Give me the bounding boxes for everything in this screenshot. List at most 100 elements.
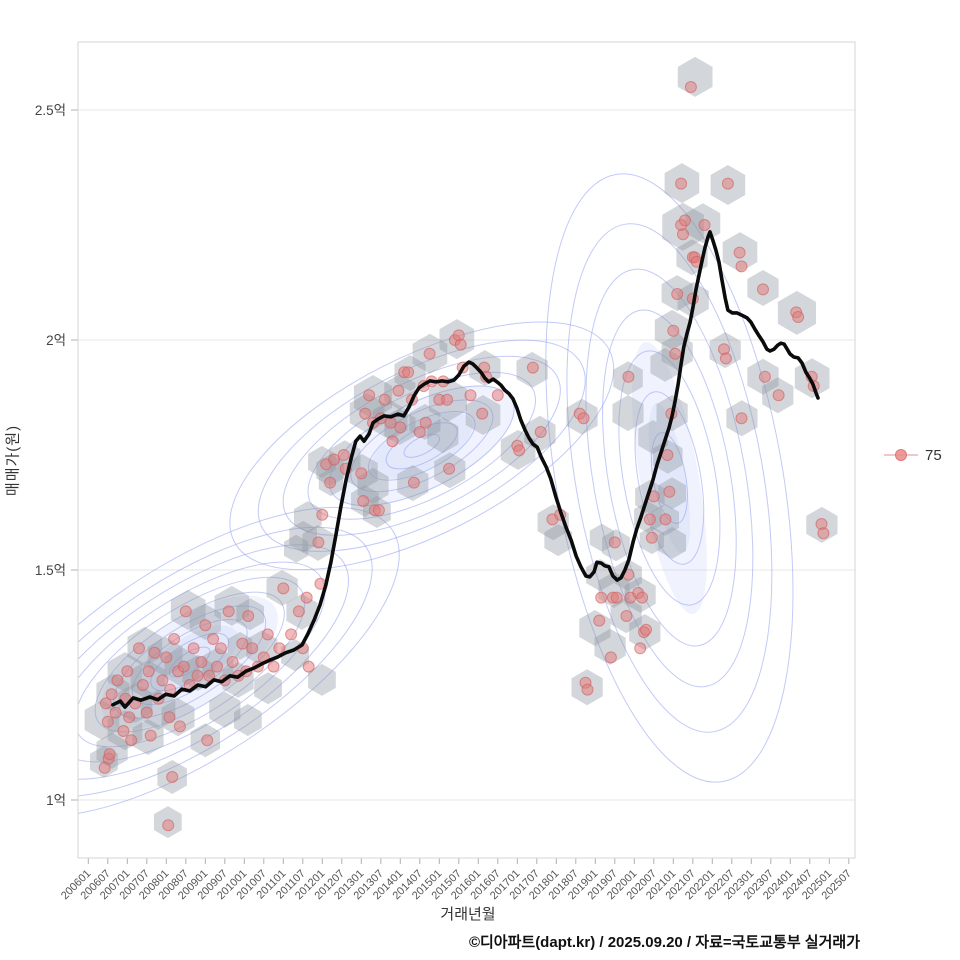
transaction-dot bbox=[476, 407, 489, 420]
hexbin-cell bbox=[594, 628, 626, 665]
transaction-dot bbox=[357, 495, 370, 507]
transaction-dot bbox=[581, 683, 594, 696]
transaction-dot bbox=[608, 536, 621, 549]
transaction-dot bbox=[661, 449, 674, 461]
transaction-dot bbox=[144, 729, 157, 742]
transaction-dot bbox=[195, 656, 208, 668]
kde-contour bbox=[307, 371, 536, 520]
transaction-dot bbox=[620, 610, 633, 622]
kde-contour bbox=[168, 646, 211, 678]
hexbin-cell bbox=[289, 520, 317, 553]
transaction-dot bbox=[207, 633, 220, 645]
transaction-dot bbox=[168, 633, 181, 645]
transaction-dot bbox=[166, 771, 179, 783]
density-glow bbox=[631, 342, 707, 614]
transaction-dot bbox=[117, 725, 130, 737]
transaction-dot bbox=[669, 347, 682, 360]
transaction-dot bbox=[407, 476, 420, 489]
transaction-dot bbox=[101, 715, 114, 728]
y-tick-label: 2.5억 bbox=[35, 103, 66, 118]
transaction-dot bbox=[733, 246, 746, 259]
hexbin-cell bbox=[214, 585, 250, 626]
transaction-dot bbox=[246, 642, 259, 655]
plot-border bbox=[77, 41, 856, 859]
transaction-dot bbox=[285, 628, 298, 641]
kde-contour bbox=[367, 410, 476, 481]
transaction-dot bbox=[103, 748, 116, 760]
legend-size-marker bbox=[884, 446, 918, 464]
trend-line bbox=[111, 230, 820, 709]
legend[interactable]: 75 bbox=[884, 446, 942, 464]
transaction-dot bbox=[337, 449, 350, 461]
transaction-dot bbox=[125, 734, 138, 747]
transaction-dot bbox=[593, 614, 606, 627]
kde-contour bbox=[350, 399, 494, 493]
transaction-dot bbox=[419, 416, 432, 429]
transaction-dot bbox=[423, 347, 436, 360]
transaction-dot bbox=[413, 426, 426, 438]
transaction-dot bbox=[163, 711, 176, 724]
transaction-dot bbox=[721, 177, 734, 190]
kde-contour bbox=[602, 309, 737, 647]
x-axis-title: 거래년월 bbox=[440, 906, 496, 923]
transaction-dot bbox=[226, 656, 239, 668]
kde-contour bbox=[566, 223, 773, 733]
density-glow bbox=[329, 385, 515, 507]
hexbin-cell bbox=[294, 501, 322, 534]
transaction-dot bbox=[99, 697, 112, 710]
transaction-dot bbox=[719, 352, 732, 365]
transaction-dot bbox=[162, 819, 175, 832]
kde-contour bbox=[78, 506, 400, 818]
transaction-dot bbox=[386, 435, 399, 448]
transaction-dot bbox=[464, 389, 477, 402]
transaction-dot bbox=[643, 513, 656, 526]
transaction-dot bbox=[443, 462, 456, 475]
hexbin-cell bbox=[254, 672, 282, 705]
transaction-dot bbox=[394, 421, 407, 434]
kde-contour bbox=[618, 350, 721, 606]
hexbin-cell bbox=[284, 534, 309, 563]
density-glow bbox=[648, 403, 691, 553]
transaction-dot bbox=[679, 214, 691, 227]
transaction-dot bbox=[160, 651, 173, 664]
transaction-dot bbox=[355, 467, 368, 480]
hexbin-cell bbox=[308, 663, 336, 696]
transaction-dot bbox=[604, 651, 617, 664]
transaction-dot bbox=[179, 605, 192, 618]
transaction-dot bbox=[392, 384, 405, 397]
transaction-dot bbox=[300, 591, 313, 604]
transaction-dot bbox=[675, 177, 688, 190]
transaction-dot bbox=[772, 389, 785, 402]
transaction-dot bbox=[640, 623, 652, 636]
transaction-dot bbox=[236, 637, 249, 650]
transaction-dot bbox=[659, 513, 672, 526]
transaction-dot bbox=[148, 646, 161, 659]
kde-contour bbox=[257, 339, 586, 552]
transaction-dot bbox=[526, 361, 539, 374]
hexbin-cell bbox=[638, 420, 668, 455]
transaction-dot bbox=[140, 706, 153, 719]
transaction-dot bbox=[757, 283, 769, 296]
transaction-dot bbox=[735, 260, 748, 273]
transaction-dot bbox=[201, 734, 214, 747]
transaction-dot bbox=[402, 366, 415, 379]
y-tick-label: 1억 bbox=[46, 793, 66, 808]
transaction-dot bbox=[663, 485, 676, 498]
transaction-dot bbox=[177, 660, 190, 673]
transaction-dot bbox=[324, 476, 337, 489]
y-axis-title: 매매가(원) bbox=[4, 424, 22, 497]
hexbin-cell bbox=[612, 395, 644, 432]
kde-contour bbox=[78, 544, 350, 780]
transaction-dot bbox=[214, 642, 227, 655]
transaction-dot bbox=[577, 412, 590, 425]
transaction-dot bbox=[441, 393, 454, 406]
transaction-dot bbox=[595, 591, 608, 604]
y-tick-label: 2억 bbox=[46, 333, 66, 348]
hexbin-cell bbox=[234, 704, 262, 736]
transaction-dot bbox=[758, 370, 771, 383]
transaction-dot bbox=[267, 660, 280, 673]
transaction-dot bbox=[273, 642, 286, 655]
transaction-dot bbox=[191, 669, 204, 682]
transaction-dot bbox=[203, 669, 216, 682]
